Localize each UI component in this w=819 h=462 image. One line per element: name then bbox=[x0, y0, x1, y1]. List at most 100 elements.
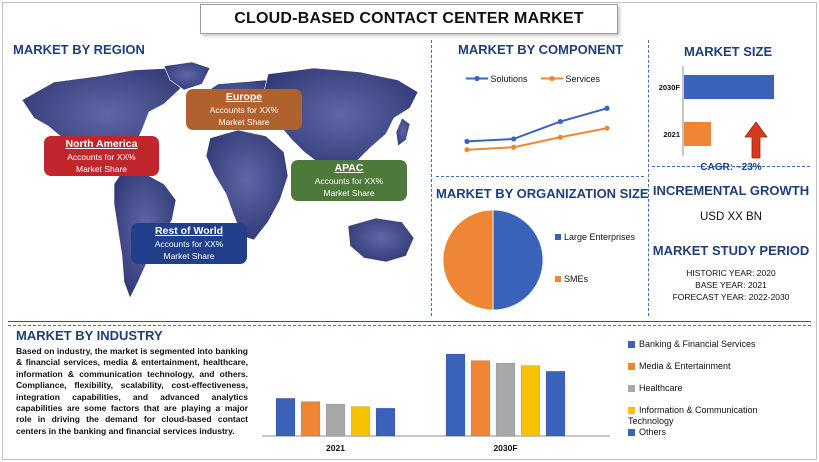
section-separator bbox=[8, 321, 811, 322]
divider-region bbox=[431, 40, 432, 316]
data-point bbox=[604, 125, 610, 131]
legend-label: Banking & Financial Services bbox=[639, 339, 756, 349]
legend-swatch bbox=[628, 429, 635, 436]
legend-swatch bbox=[555, 234, 561, 240]
growth-arrow-icon bbox=[744, 121, 768, 159]
legend-swatch bbox=[628, 363, 635, 370]
legend-swatch bbox=[628, 407, 635, 414]
legend-large-enterprises: Large Enterprises bbox=[555, 232, 635, 242]
region-share-text: Accounts for XX% bbox=[154, 239, 224, 249]
bar bbox=[520, 365, 541, 437]
study-base: BASE YEAR: 2021 bbox=[695, 280, 767, 290]
region-name: Europe bbox=[225, 91, 263, 103]
region-share-label: Market Share bbox=[75, 164, 128, 174]
divider-component bbox=[436, 176, 644, 177]
organization-pie-chart bbox=[442, 209, 544, 311]
region-share-label: Market Share bbox=[218, 117, 270, 127]
bar bbox=[545, 370, 566, 437]
industry-bar-chart: 2021 2030F bbox=[262, 353, 610, 453]
divider-cagr bbox=[652, 166, 810, 167]
bar-2030f bbox=[684, 75, 774, 99]
callout-rest-of-world: Rest of World Accounts for XX% Market Sh… bbox=[131, 223, 247, 264]
bar-2021 bbox=[684, 122, 711, 146]
data-point bbox=[511, 144, 517, 150]
region-share-text: Accounts for XX% bbox=[67, 152, 136, 162]
study-historic: HISTORIC YEAR: 2020 bbox=[686, 268, 776, 278]
legend-line-services bbox=[541, 75, 563, 82]
bar bbox=[275, 398, 296, 437]
legend-label-services: Services bbox=[565, 74, 601, 84]
legend-label: Healthcare bbox=[639, 383, 683, 393]
legend-label: Information & Communication Technology bbox=[628, 405, 758, 426]
industry-paragraph: Based on industry, the market is segment… bbox=[16, 346, 248, 436]
legend-solutions: Solutions bbox=[466, 74, 528, 84]
data-point bbox=[464, 147, 470, 153]
series-line-solutions bbox=[466, 107, 608, 143]
legend-label-solutions: Solutions bbox=[490, 74, 528, 84]
callout-north-america: North America Accounts for XX% Market Sh… bbox=[44, 136, 159, 176]
legend-label: SMEs bbox=[564, 274, 589, 284]
legend-line-solutions bbox=[466, 75, 488, 82]
section-separator-dashed bbox=[8, 325, 811, 326]
component-line-chart bbox=[464, 105, 610, 153]
legend-healthcare: Healthcare bbox=[628, 383, 683, 393]
growth-value: USD XX BN bbox=[700, 211, 762, 223]
bar bbox=[375, 407, 396, 437]
legend-label: Large Enterprises bbox=[564, 232, 636, 242]
continent-greenland bbox=[163, 61, 211, 91]
legend-label: Media & Entertainment bbox=[639, 361, 731, 371]
tick-label: 2030F bbox=[493, 443, 517, 453]
divider-size bbox=[648, 40, 649, 316]
study-forecast: FORECAST YEAR: 2022-2030 bbox=[672, 292, 790, 302]
tick-label: 2021 bbox=[663, 130, 680, 139]
region-share-text: Accounts for XX% bbox=[209, 105, 279, 115]
legend-ict: Information & Communication Technology bbox=[628, 405, 778, 427]
organization-heading: MARKET BY ORGANIZATION SIZE bbox=[436, 186, 649, 201]
pie-slice-smes bbox=[442, 209, 494, 311]
bar bbox=[470, 360, 491, 437]
continent-japan bbox=[395, 117, 411, 147]
market-size-bar-chart: 2030F 2021 bbox=[659, 66, 774, 156]
legend-label: Others bbox=[639, 427, 667, 437]
market-size-heading: MARKET SIZE bbox=[684, 44, 773, 59]
bar bbox=[325, 403, 346, 437]
callout-apac: APAC Accounts for XX% Market Share bbox=[291, 160, 407, 201]
data-point bbox=[464, 138, 470, 145]
bar bbox=[495, 362, 516, 437]
data-point bbox=[604, 105, 610, 111]
region-share-label: Market Share bbox=[163, 251, 215, 261]
region-share-label: Market Share bbox=[323, 188, 375, 198]
study-heading: MARKET STUDY PERIOD bbox=[652, 243, 810, 258]
legend-swatch bbox=[628, 341, 635, 348]
region-share-text: Accounts for XX% bbox=[314, 176, 384, 186]
tick-label: 2021 bbox=[326, 443, 345, 453]
growth-heading: INCREMENTAL GROWTH bbox=[652, 183, 810, 198]
region-name: Rest of World bbox=[154, 225, 224, 237]
legend-swatch bbox=[628, 385, 635, 392]
bar bbox=[300, 401, 321, 437]
legend-others: Others bbox=[628, 427, 666, 437]
bar bbox=[445, 353, 466, 437]
cagr-text: CAGR: ~23% bbox=[700, 162, 762, 173]
legend-banking: Banking & Financial Services bbox=[628, 339, 756, 349]
continent-africa bbox=[205, 129, 289, 241]
pie-slice-large-enterprises bbox=[492, 209, 544, 311]
region-name: APAC bbox=[334, 162, 364, 174]
data-point bbox=[557, 118, 563, 125]
bar bbox=[350, 406, 371, 437]
legend-smes: SMEs bbox=[555, 274, 588, 284]
region-name: North America bbox=[65, 138, 138, 150]
callout-europe: Europe Accounts for XX% Market Share bbox=[186, 89, 302, 130]
industry-heading: MARKET BY INDUSTRY bbox=[16, 328, 163, 343]
tick-label: 2030F bbox=[659, 83, 681, 92]
series-line-services bbox=[466, 127, 608, 151]
region-heading: MARKET BY REGION bbox=[13, 42, 145, 57]
legend-media: Media & Entertainment bbox=[628, 361, 731, 371]
continent-australia bbox=[347, 217, 415, 263]
legend-services: Services bbox=[541, 74, 600, 84]
legend-swatch bbox=[555, 276, 561, 282]
data-point bbox=[557, 134, 563, 140]
data-point bbox=[511, 136, 517, 142]
component-heading: MARKET BY COMPONENT bbox=[458, 42, 624, 57]
